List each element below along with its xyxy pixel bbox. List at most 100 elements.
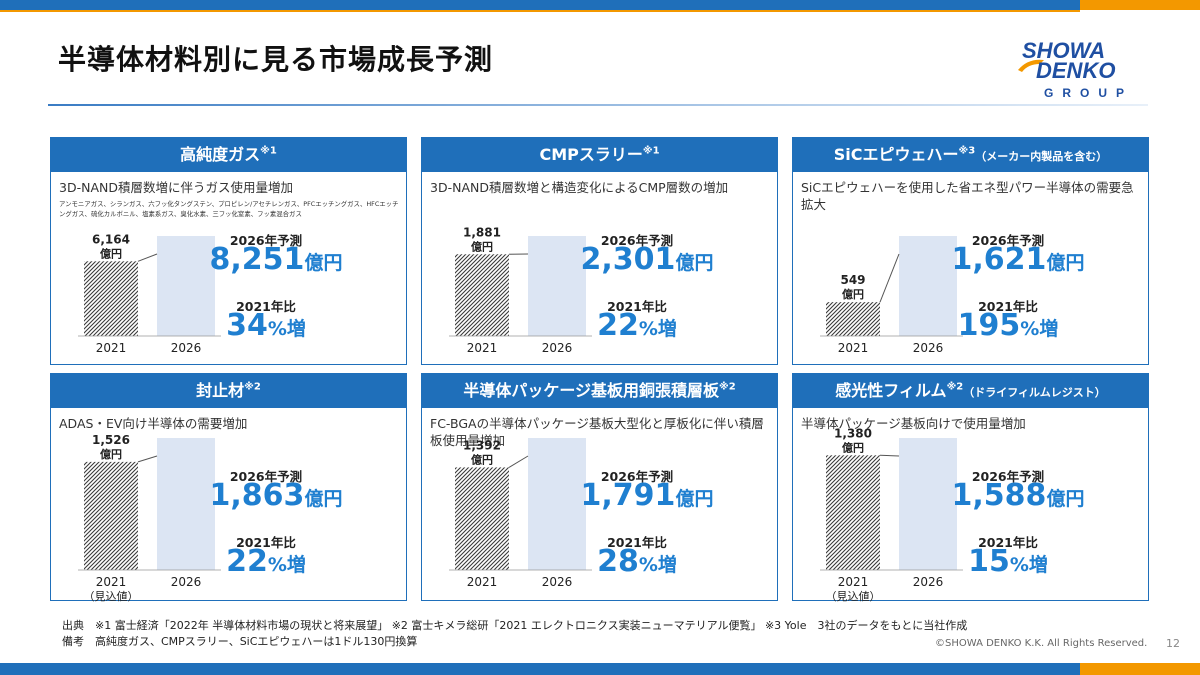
growth-value-number: 22 (597, 308, 639, 343)
panel-description: 3D-NAND積層数増と構造変化によるCMP層数の増加 (430, 180, 729, 195)
panel-title: 封止材 (196, 381, 245, 400)
connector-line (879, 253, 900, 303)
ratio-label: 2021年比 (607, 535, 667, 550)
value-label-2021: 1,881 (463, 225, 501, 239)
connector-line (137, 253, 158, 262)
panel-header: 半導体パッケージ基板用銅張積層板※2 (422, 374, 777, 408)
page-title: 半導体材料別に見る市場成長予測 (58, 43, 494, 76)
panel-title-note: ※2 (244, 381, 261, 393)
panel-subtitle: （ドライフィルムレジスト） (963, 386, 1106, 399)
value-unit-2021: 億円 (471, 239, 493, 253)
ratio-label: 2021年比 (978, 299, 1038, 314)
forecast-value-number: 8,251 (209, 242, 305, 277)
value-unit-2021: 億円 (471, 452, 493, 466)
gas-list: アンモニアガス、シランガス、六フッ化タングステン、プロピレン/アセチレンガス、P… (59, 200, 399, 218)
category-label-2026: 2026 (913, 341, 944, 355)
bar-2021 (455, 254, 509, 336)
year-note: （見込値） (826, 590, 881, 603)
bar-2026 (157, 438, 215, 570)
forecast-value-unit: 億円 (675, 252, 714, 274)
footnote-source: 出典 ※1 富士経済「2022年 半導体材料市場の現状と将来展望」 ※2 富士キ… (62, 619, 968, 632)
copyright: ©SHOWA DENKO K.K. All Rights Reserved. (935, 638, 1148, 649)
panel-description: FC-BGAの半導体パッケージ基板大型化と厚板化に伴い積層板使用量増加 (430, 416, 764, 448)
bar-2026 (899, 236, 957, 336)
growth-value-unit: %増 (267, 318, 306, 340)
growth-value: 28%増 (552, 544, 722, 579)
ratio-label: 2021年比 (236, 535, 296, 550)
forecast-value-number: 1,588 (951, 478, 1047, 513)
growth-value: 34%増 (181, 308, 351, 343)
bar-2021 (84, 261, 138, 336)
connector-line (508, 455, 529, 468)
panel-header: SiCエピウェハー※3（メーカー内製品を含む） (793, 138, 1148, 172)
growth-value-unit: %増 (1020, 318, 1059, 340)
bottom-accent-bar (0, 663, 1200, 675)
forecast-value-number: 1,791 (580, 478, 676, 513)
forecast-value-number: 2,301 (580, 242, 676, 277)
forecast-value-unit: 億円 (304, 252, 343, 274)
panel-description: SiCエピウェハーを使用した省エネ型パワー半導体の需要急拡大 (801, 180, 1134, 212)
category-label-2021: 2021 (838, 341, 869, 355)
category-label-2026: 2026 (913, 575, 944, 589)
panel-title-note: ※1 (260, 145, 277, 157)
market-panel: 半導体パッケージ基板用銅張積層板※2 FC-BGAの半導体パッケージ基板大型化と厚… (421, 373, 778, 601)
value-unit-2021: 億円 (100, 447, 122, 461)
panel-title: 高純度ガス (180, 145, 261, 164)
page-number: 12 (1166, 637, 1180, 650)
footnote-remark: 備考 高純度ガス、CMPスラリー、SiCエピウェハーは1ドル130円換算 (62, 635, 418, 648)
bar-2026 (528, 438, 586, 570)
growth-value-number: 34 (226, 308, 268, 343)
top-accent-bar (0, 0, 1200, 12)
ratio-label: 2021年比 (236, 299, 296, 314)
growth-value-unit: %増 (638, 554, 677, 576)
category-label-2021: 2021 (467, 575, 498, 589)
panel-description: 3D-NAND積層数増に伴うガス使用量増加 (59, 180, 293, 195)
forecast-value-unit: 億円 (675, 488, 714, 510)
value-unit-2021: 億円 (842, 287, 864, 301)
forecast-label: 2026年予測 (971, 233, 1045, 248)
category-label-2026: 2026 (171, 341, 202, 355)
market-panel: 高純度ガス※1 3D-NAND積層数増に伴うガス使用量増加アンモニアガス、シランガ… (50, 137, 407, 365)
forecast-value-unit: 億円 (304, 488, 343, 510)
forecast-value: 2,301億円 (562, 242, 732, 277)
forecast-label: 2026年予測 (229, 233, 303, 248)
ratio-label: 2021年比 (607, 299, 667, 314)
category-label-2021: 2021 (467, 341, 498, 355)
panel-title: 感光性フィルム (835, 381, 947, 400)
value-unit-2021: 億円 (100, 246, 122, 260)
connector-line (879, 454, 900, 457)
forecast-value-number: 1,621 (951, 242, 1047, 277)
bar-2026 (157, 236, 215, 336)
market-panel: 感光性フィルム※2（ドライフィルムレジスト） 半導体パッケージ基板向けで使用量増加… (792, 373, 1149, 603)
panel-title-note: ※2 (719, 381, 736, 393)
panel-title: SiCエピウェハー (833, 145, 959, 164)
growth-value: 22%増 (181, 544, 351, 579)
category-label-2021: 2021 (96, 575, 127, 589)
growth-value: 195%増 (923, 308, 1093, 343)
forecast-label: 2026年予測 (229, 469, 303, 484)
forecast-value-unit: 億円 (1046, 252, 1085, 274)
panel-title: CMPスラリー (539, 145, 643, 164)
top-bar-blue (0, 0, 1080, 10)
forecast-value: 8,251億円 (191, 242, 361, 277)
logo-line-2: DENKO (1036, 58, 1116, 83)
value-label-2021: 1,526 (92, 433, 130, 447)
ratio-label: 2021年比 (978, 535, 1038, 550)
panel-title-note: ※2 (946, 381, 964, 393)
forecast-value: 1,863億円 (191, 478, 361, 513)
value-label-2021: 1,392 (463, 438, 501, 452)
top-bar-orange (1080, 0, 1200, 10)
forecast-value-number: 1,863 (209, 478, 305, 513)
panel-subtitle: （メーカー内製品を含む） (975, 150, 1108, 163)
panel-header: CMPスラリー※1 (422, 138, 777, 172)
bar-2021 (826, 302, 880, 336)
value-label-2021: 1,380 (834, 426, 872, 440)
forecast-label: 2026年予測 (971, 469, 1045, 484)
bar-2021 (826, 455, 880, 570)
bar-2021 (455, 467, 509, 570)
forecast-value-unit: 億円 (1046, 488, 1085, 510)
forecast-value: 1,621億円 (933, 242, 1103, 277)
